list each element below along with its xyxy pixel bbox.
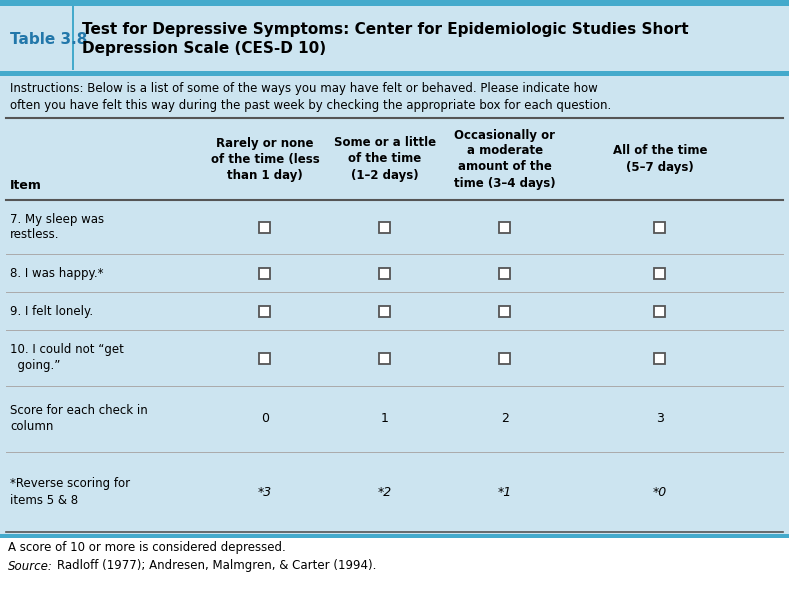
Bar — [0, 71, 789, 76]
Bar — [655, 268, 665, 278]
Bar — [655, 305, 665, 317]
Text: Score for each check in
column: Score for each check in column — [10, 404, 148, 433]
Bar — [260, 305, 271, 317]
Text: Source:: Source: — [8, 559, 53, 572]
Text: 2: 2 — [501, 413, 509, 425]
Bar — [0, 0, 789, 6]
Text: 1: 1 — [381, 413, 389, 425]
Bar — [380, 221, 391, 232]
Text: Instructions: Below is a list of some of the ways you may have felt or behaved. : Instructions: Below is a list of some of… — [10, 82, 611, 112]
Bar — [655, 221, 665, 232]
Text: *2: *2 — [378, 485, 392, 499]
Text: *3: *3 — [258, 485, 272, 499]
Text: 10. I could not “get
  going.”: 10. I could not “get going.” — [10, 343, 124, 373]
Bar — [0, 538, 789, 600]
Bar — [499, 305, 510, 317]
Bar — [655, 352, 665, 364]
Bar — [380, 352, 391, 364]
Text: Rarely or none
of the time (less
than 1 day): Rarely or none of the time (less than 1 … — [211, 136, 320, 181]
Bar — [499, 352, 510, 364]
Text: Some or a little
of the time
(1–2 days): Some or a little of the time (1–2 days) — [334, 136, 436, 181]
Bar — [499, 221, 510, 232]
Bar — [0, 534, 789, 538]
Bar — [380, 305, 391, 317]
Text: Table 3.8: Table 3.8 — [10, 31, 88, 46]
Text: 7. My sleep was
restless.: 7. My sleep was restless. — [10, 212, 104, 241]
Bar — [260, 268, 271, 278]
Text: 3: 3 — [656, 413, 664, 425]
Bar — [260, 221, 271, 232]
Bar — [72, 6, 74, 70]
Text: 9. I felt lonely.: 9. I felt lonely. — [10, 304, 93, 317]
Text: Radloff (1977); Andresen, Malmgren, & Carter (1994).: Radloff (1977); Andresen, Malmgren, & Ca… — [57, 559, 376, 572]
Text: All of the time
(5–7 days): All of the time (5–7 days) — [613, 145, 707, 173]
Bar — [260, 352, 271, 364]
Bar — [380, 268, 391, 278]
Text: *1: *1 — [498, 485, 512, 499]
Text: *0: *0 — [653, 485, 667, 499]
Text: A score of 10 or more is considered depressed.: A score of 10 or more is considered depr… — [8, 541, 286, 554]
Text: Occasionally or
a moderate
amount of the
time (3–4 days): Occasionally or a moderate amount of the… — [454, 128, 555, 190]
Text: 8. I was happy.*: 8. I was happy.* — [10, 266, 103, 280]
Bar — [499, 268, 510, 278]
Text: *Reverse scoring for
items 5 & 8: *Reverse scoring for items 5 & 8 — [10, 478, 130, 506]
Text: 0: 0 — [261, 413, 269, 425]
Text: Test for Depressive Symptoms: Center for Epidemiologic Studies Short
Depression : Test for Depressive Symptoms: Center for… — [82, 22, 689, 56]
Text: Item: Item — [10, 179, 42, 192]
